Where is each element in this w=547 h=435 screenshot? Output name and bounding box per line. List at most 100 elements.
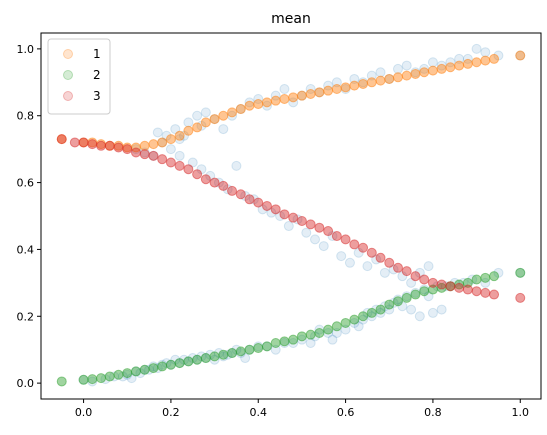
background-point [152,127,163,138]
series-3-point [113,142,124,153]
series-1-point [218,110,229,121]
series-3-point [148,150,159,161]
legend-marker-1 [63,49,73,59]
background-point [218,124,229,135]
background-point [462,53,473,64]
legend-label-2: 2 [93,68,101,82]
series-1-point [358,78,369,89]
background-point [270,90,281,101]
background-point [231,160,242,171]
series-3-point [253,197,264,208]
background-point [310,234,321,245]
series-1-point [340,82,351,93]
background-point [445,57,456,68]
background-point [288,97,299,108]
series-1-point [375,75,386,86]
series-1-point [139,140,150,151]
series-3-point [288,212,299,223]
series-1-point [436,63,447,74]
series-1-point [323,85,334,96]
background-point [427,57,438,68]
series-2-point [392,296,403,307]
legend-marker-2 [63,70,73,80]
series-2-point [209,351,220,362]
series-1-point [148,139,159,150]
series-3-point [314,222,325,233]
series-1-point [192,122,203,133]
series-2-point [480,272,491,283]
series-2-point [261,341,272,352]
series-1-point [174,130,185,141]
series-1-point [200,117,211,128]
series-3-point [157,154,168,165]
x-tick-label: 1.0 [512,406,530,419]
series-1-point [314,87,325,98]
background-point [427,307,438,318]
background-point [379,267,390,278]
background-point [406,304,417,315]
series-3-point [139,149,150,160]
series-3-point [489,289,500,300]
series-3-point [427,277,438,288]
series-1-point [419,67,430,78]
series-2-point [244,344,255,355]
series-2-point [183,356,194,367]
series-3-point [305,219,316,230]
series-3-point [279,209,290,220]
series-2-point [375,304,386,315]
x-tick-label: 0.2 [162,406,180,419]
series-2-point [419,286,430,297]
series-3-point [261,200,272,211]
series-2-point [148,363,159,374]
series-1-point [157,137,168,148]
background-point [301,227,312,238]
series-2-point [96,373,107,384]
background-point [362,261,373,272]
series-1-point [384,73,395,84]
series-3-point [515,292,526,303]
series-3-point [392,262,403,273]
series-3-point [462,284,473,295]
y-tick-label: 0.8 [17,110,35,123]
legend-box [47,38,111,115]
series-2-point [384,299,395,310]
series-1-point [462,58,473,69]
series-2-point [305,329,316,340]
series-2-point [200,353,211,364]
background-point [323,80,334,91]
series-1-point [471,57,482,68]
background-point [192,110,203,121]
series-3-point [209,177,220,188]
series-3-point [331,231,342,242]
background-point [318,241,329,252]
series-1-point [349,80,360,91]
series-3-point [375,252,386,263]
series-2-point [218,349,229,360]
series-1-point [331,83,342,94]
series-2-point [235,346,246,357]
series-2-point [515,267,526,278]
series-1-point [445,62,456,73]
series-1-point [165,134,176,145]
series-1-point [410,68,421,79]
series-3-point [410,271,421,282]
background-point [183,117,194,128]
series-3-point [218,180,229,191]
background-point [471,43,482,54]
legend-label-3: 3 [93,89,101,103]
series-3-point [480,287,491,298]
legend-label-1: 1 [93,47,101,61]
series-1-point [183,125,194,136]
series-1-point [270,95,281,106]
series-2-point [366,307,377,318]
plot-frame [40,32,542,400]
series-1-point [296,90,307,101]
series-2-point [157,361,168,372]
series-2-point [314,327,325,338]
series-1-point [227,107,238,118]
series-2-point [104,371,115,382]
y-tick-label: 0.6 [17,177,35,190]
legend-marker-3 [63,91,73,101]
background-point [305,83,316,94]
